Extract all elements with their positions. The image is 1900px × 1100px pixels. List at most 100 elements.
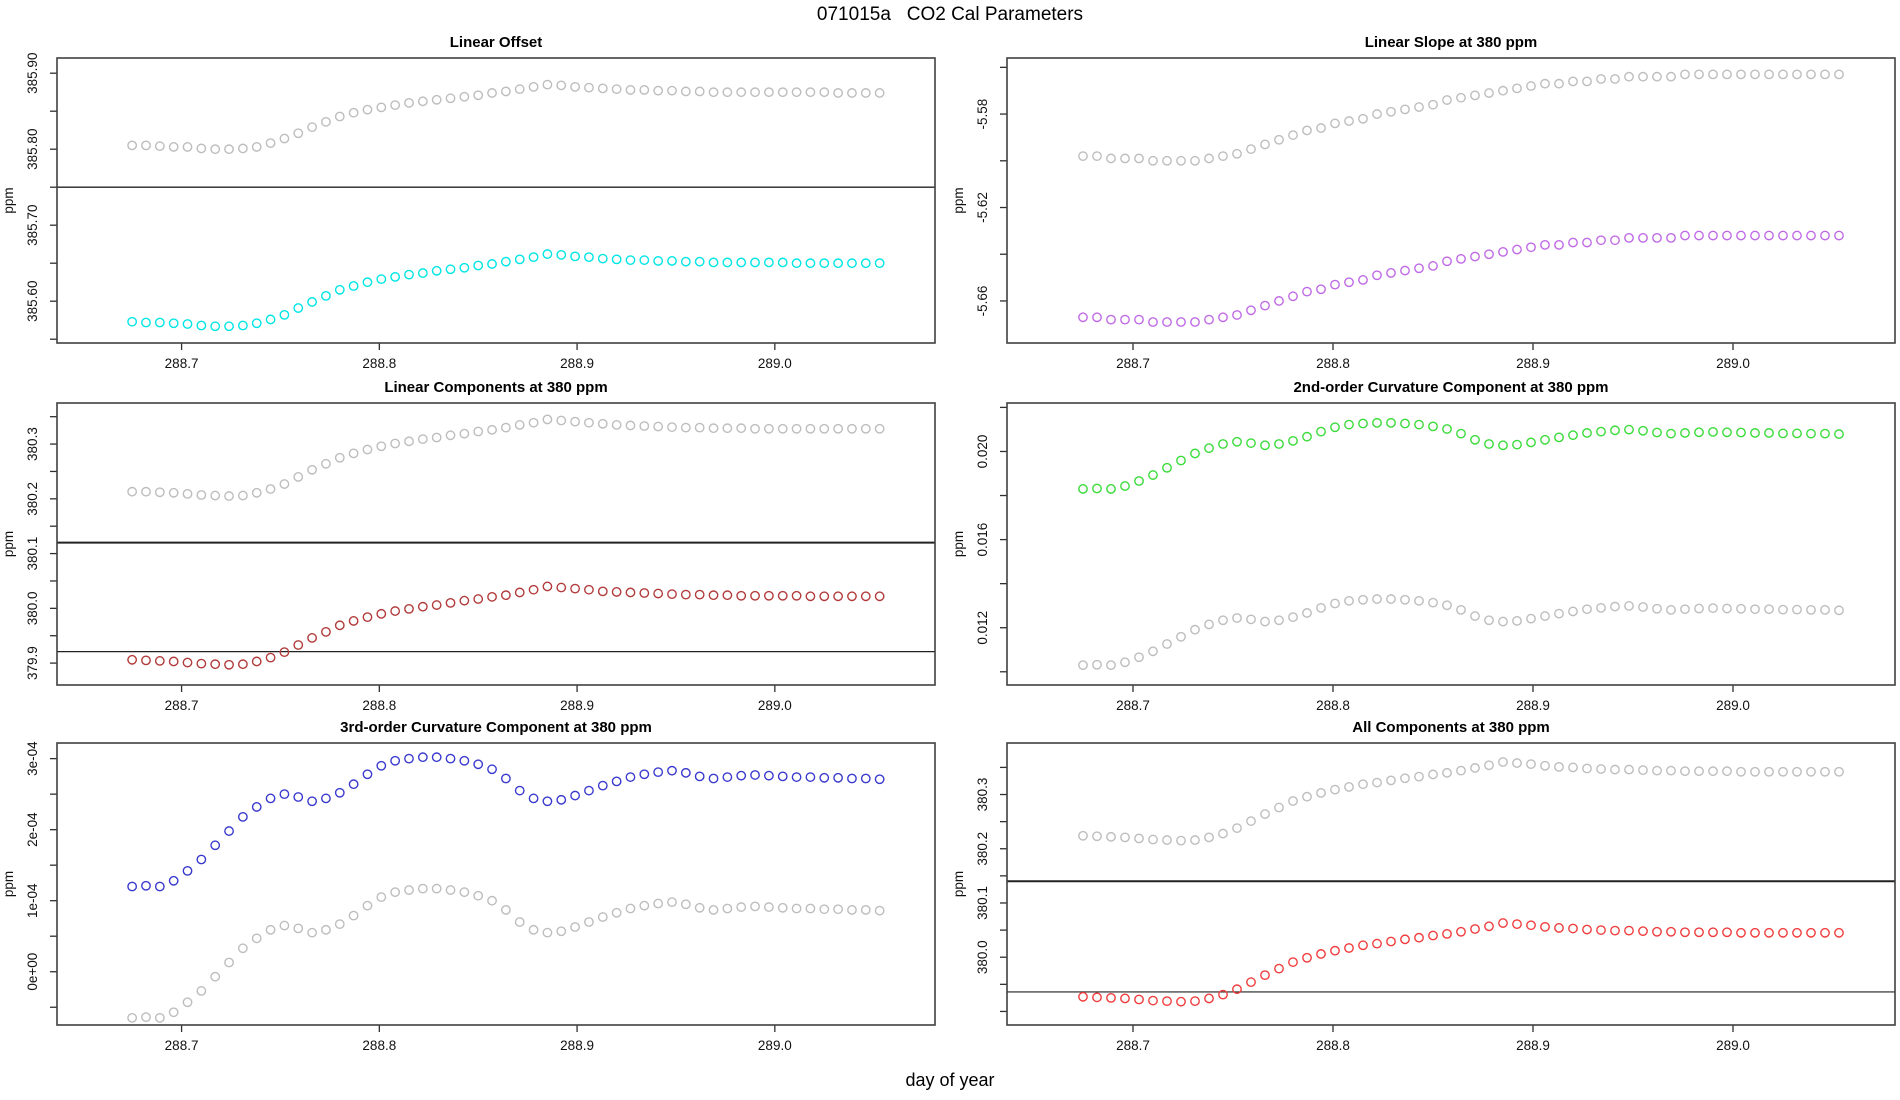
data-point (1344, 595, 1354, 606)
data-point (1372, 938, 1382, 949)
data-point (1484, 760, 1494, 771)
data-point (487, 259, 497, 269)
data-point (736, 423, 747, 434)
data-point (196, 986, 207, 996)
data-point (1218, 151, 1228, 162)
data-point (750, 87, 760, 98)
data-point (833, 904, 844, 915)
data-point (763, 590, 774, 601)
data-point (1582, 237, 1592, 248)
data-point (556, 582, 567, 593)
data-point (1722, 766, 1732, 777)
data-point (1190, 835, 1200, 845)
data-point (1400, 934, 1410, 945)
data-point (154, 317, 165, 328)
y-tick-label: 380.3 (975, 778, 990, 812)
data-point (237, 811, 248, 822)
data-point (1162, 317, 1172, 327)
data-point (1736, 766, 1746, 777)
x-tick-label: 289.0 (1716, 1038, 1750, 1053)
data-point (210, 321, 221, 332)
data-point (1694, 603, 1704, 614)
data-point (1316, 949, 1326, 959)
data-point (265, 652, 276, 663)
data-point (182, 142, 193, 152)
data-point (584, 82, 594, 93)
data-point (237, 320, 248, 331)
data-point (1316, 284, 1326, 295)
data-point (196, 658, 207, 669)
data-point (127, 1012, 138, 1023)
data-point (1246, 144, 1256, 155)
data-point (639, 85, 650, 95)
data-point (1498, 757, 1508, 767)
data-point (1232, 823, 1242, 834)
data-point (653, 588, 664, 599)
x-tick-label: 288.9 (1516, 1038, 1550, 1053)
data-point (653, 767, 664, 778)
data-point (736, 770, 747, 781)
data-point (1470, 611, 1480, 621)
data-point (500, 256, 511, 267)
panel-curvature-3rd: 3rd-order Curvature Component at 380 ppm… (1, 719, 936, 1053)
data-point (1246, 305, 1256, 316)
data-point (1148, 646, 1158, 657)
data-point (334, 919, 345, 930)
data-point (1778, 766, 1788, 777)
data-point (1512, 83, 1522, 94)
data-point (1288, 796, 1298, 806)
data-point (390, 271, 401, 282)
data-point (321, 793, 331, 804)
data-point (1386, 775, 1396, 786)
data-point (1400, 104, 1410, 115)
data-point (1582, 924, 1592, 935)
data-point (694, 86, 705, 97)
data-point (1134, 652, 1144, 663)
data-point (1148, 995, 1158, 1006)
data-point (473, 594, 484, 604)
data-point (1652, 765, 1662, 776)
data-point (694, 256, 705, 267)
data-point (805, 903, 816, 914)
data-point (1820, 428, 1830, 439)
data-point (1610, 601, 1620, 612)
data-point (459, 262, 470, 273)
data-point (265, 484, 276, 494)
data-point (1106, 153, 1116, 164)
data-point (680, 767, 691, 778)
data-point (334, 620, 345, 631)
data-point (805, 258, 816, 269)
data-point (251, 802, 262, 812)
data-point (584, 785, 594, 796)
data-point (1596, 235, 1606, 246)
data-point (763, 87, 774, 98)
data-point (1456, 926, 1466, 937)
data-point (1358, 418, 1368, 429)
data-point (1638, 926, 1648, 937)
data-point (874, 258, 885, 269)
y-axis-label: ppm (1, 187, 16, 213)
data-point (196, 320, 207, 331)
data-point (1372, 270, 1382, 281)
data-point (182, 488, 193, 499)
data-point (694, 589, 705, 600)
y-tick-label: 0.012 (975, 611, 990, 645)
data-point (1176, 155, 1186, 166)
data-point (1680, 766, 1690, 777)
data-point (279, 479, 290, 489)
x-tick-label: 288.8 (1316, 698, 1350, 713)
data-point (445, 264, 456, 275)
data-point (1554, 761, 1564, 772)
data-point (1596, 426, 1606, 437)
data-point (1078, 484, 1088, 494)
data-point (1386, 106, 1396, 117)
data-point (542, 414, 553, 425)
x-tick-label: 288.9 (560, 1038, 594, 1053)
y-tick-label: 385.80 (25, 129, 40, 170)
data-point (127, 316, 138, 327)
data-point (1582, 763, 1592, 774)
data-point (1666, 71, 1676, 82)
data-point (431, 752, 442, 763)
